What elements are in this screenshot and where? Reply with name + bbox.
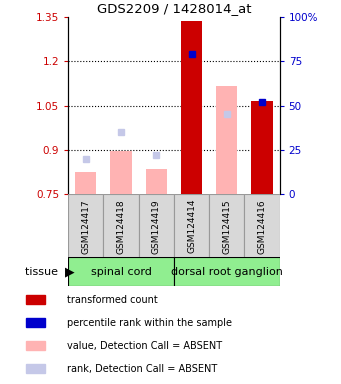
Bar: [68, 194, 103, 257]
Bar: [251, 101, 272, 194]
Text: GSM124415: GSM124415: [222, 199, 231, 253]
Bar: [27, 318, 45, 327]
Bar: [174, 194, 209, 257]
Text: percentile rank within the sample: percentile rank within the sample: [67, 318, 232, 328]
Bar: [139, 194, 174, 257]
Bar: [244, 194, 280, 257]
Bar: [216, 86, 237, 194]
Text: spinal cord: spinal cord: [91, 266, 151, 277]
Text: tissue: tissue: [25, 266, 61, 277]
Text: GSM124416: GSM124416: [257, 199, 267, 253]
Text: dorsal root ganglion: dorsal root ganglion: [171, 266, 283, 277]
Bar: [146, 169, 167, 194]
Text: GSM124419: GSM124419: [152, 199, 161, 253]
Text: GSM124418: GSM124418: [117, 199, 125, 253]
Text: rank, Detection Call = ABSENT: rank, Detection Call = ABSENT: [67, 364, 218, 374]
Text: GSM124417: GSM124417: [81, 199, 90, 253]
Bar: [110, 151, 132, 194]
Text: transformed count: transformed count: [67, 295, 158, 305]
Bar: [181, 22, 202, 194]
Bar: [103, 194, 139, 257]
Bar: [75, 172, 97, 194]
Bar: [27, 364, 45, 373]
Text: ▶: ▶: [65, 265, 74, 278]
Bar: [209, 194, 244, 257]
Bar: [68, 257, 174, 286]
Bar: [174, 257, 280, 286]
Text: value, Detection Call = ABSENT: value, Detection Call = ABSENT: [67, 341, 222, 351]
Bar: [27, 295, 45, 304]
Text: GSM124414: GSM124414: [187, 199, 196, 253]
Bar: [27, 341, 45, 350]
Title: GDS2209 / 1428014_at: GDS2209 / 1428014_at: [97, 2, 251, 15]
